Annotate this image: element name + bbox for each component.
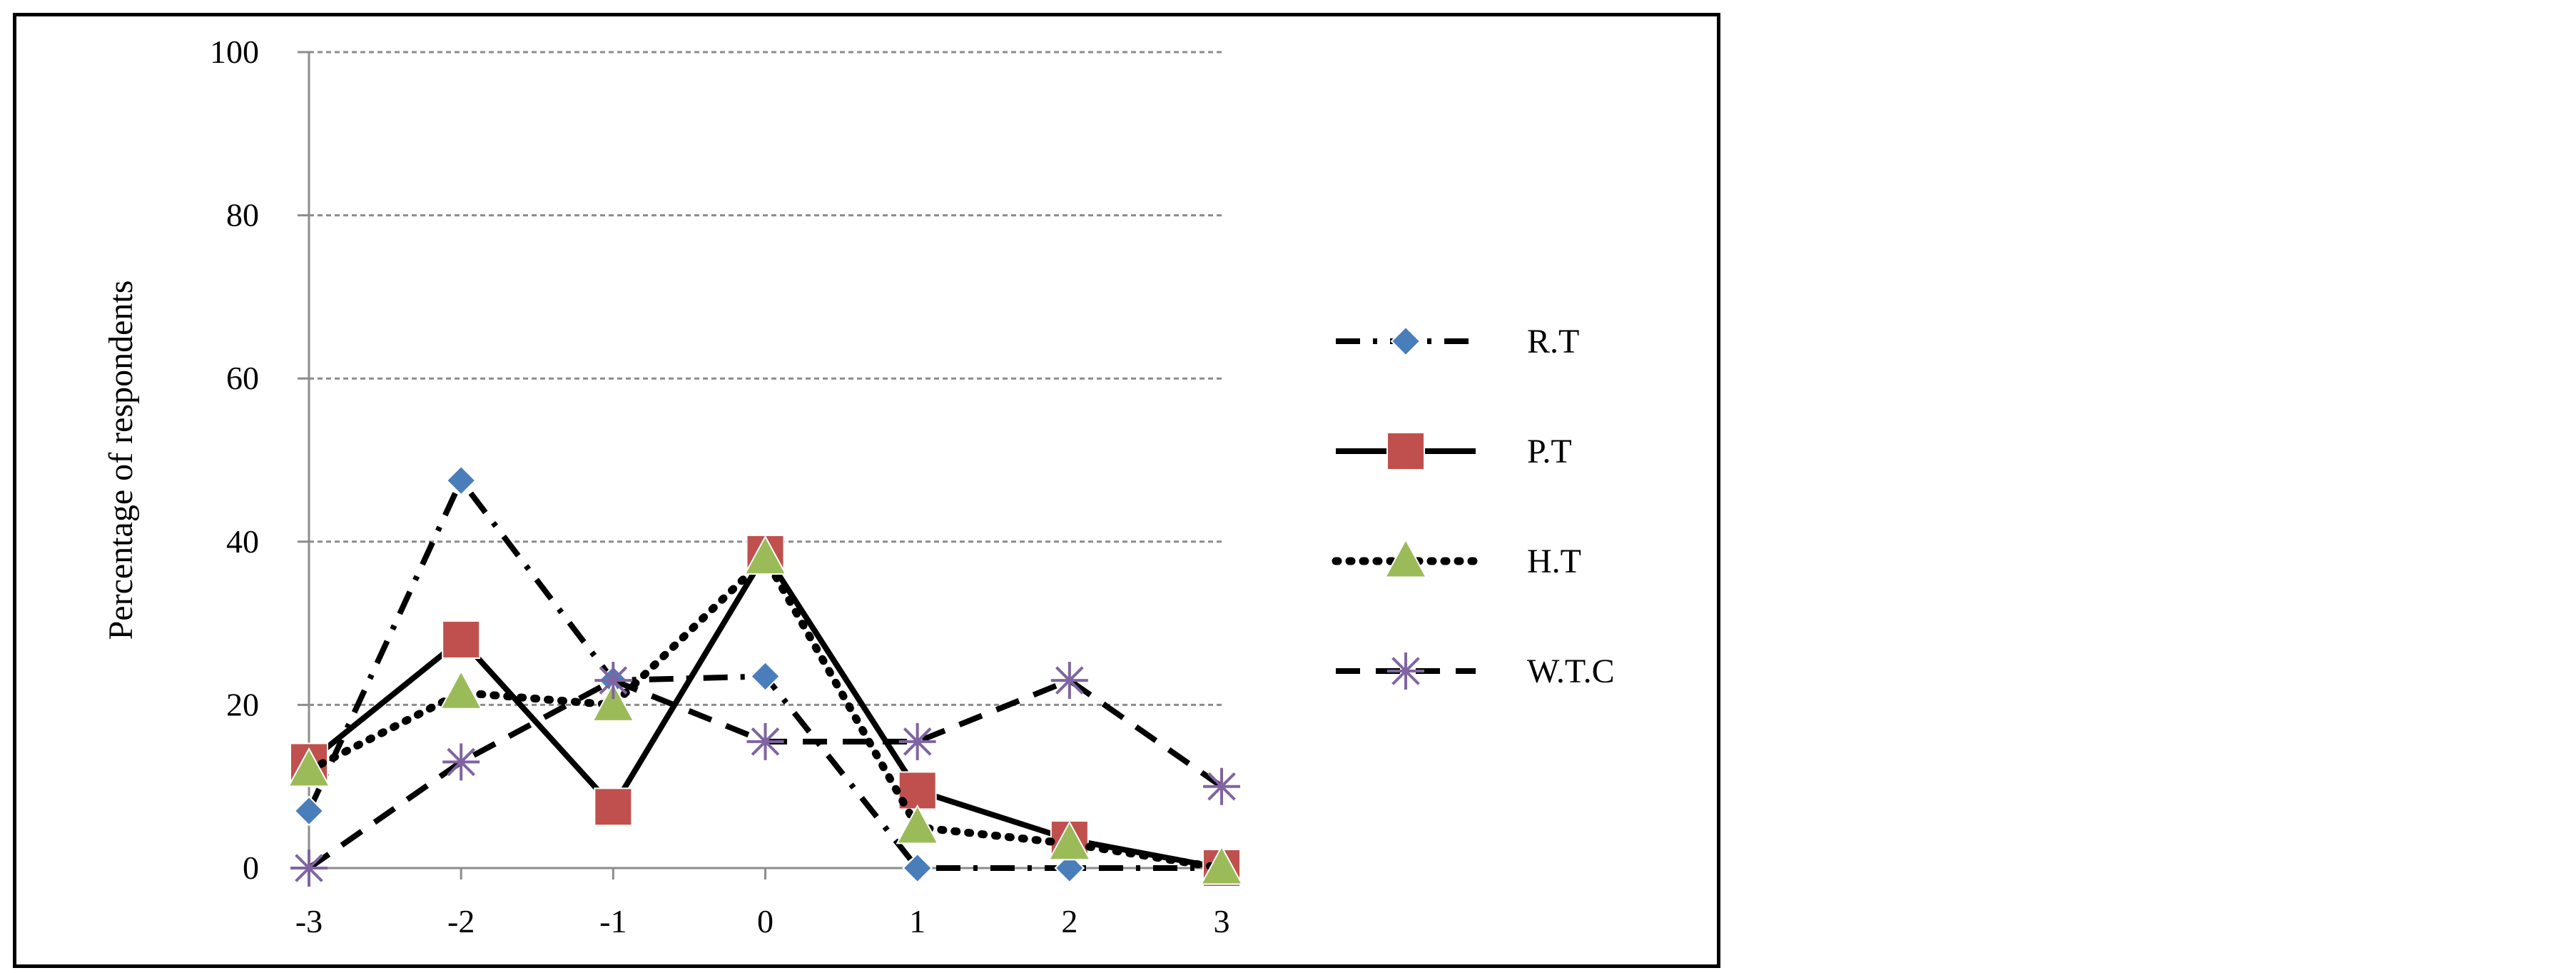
x-tick-label: 2 [1061,903,1077,939]
diamond-marker [445,465,477,496]
x-tick-label: -1 [599,903,627,939]
star-marker [1203,767,1240,805]
star-stroke [903,727,932,756]
y-tick-label: 100 [210,34,259,70]
legend-item: W.T.C [1336,652,1615,690]
star-stroke [1055,666,1084,695]
gridlines [309,51,1222,706]
star-stroke [1391,657,1420,685]
y-tick-label: 60 [226,360,259,396]
legend-label: R.T [1527,323,1579,361]
legend-item: R.T [1336,323,1579,361]
y-axis-title: Percentage of respondents [102,281,140,640]
diamond-marker [1054,852,1085,884]
series-h-t [287,535,1244,885]
diamond-marker [902,852,933,884]
square-marker [594,787,633,827]
diamond-marker [1390,326,1421,357]
triangle-marker [1384,538,1428,578]
star-marker [1387,652,1424,690]
legend-label: P.T [1527,433,1572,470]
y-tick-label: 40 [226,523,259,560]
y-tick-label: 0 [243,850,259,886]
star-marker [442,743,480,781]
triangle-marker [896,804,939,845]
legend-label: W.T.C [1527,652,1615,690]
legend-item: H.T [1332,538,1581,580]
x-tick-label: 3 [1214,903,1230,939]
legend: R.T P.T H.T W.T.C [1332,323,1615,690]
series [287,465,1244,887]
triangle-marker [1200,845,1244,885]
x-tick-label: -2 [447,903,475,939]
triangle-marker [592,682,635,722]
y-tick-label: 80 [226,197,259,233]
square-marker [1386,432,1425,470]
star-marker [290,850,328,887]
y-tick-labels: 0 20 40 60 80 100 [210,34,259,886]
triangle-marker [744,535,787,575]
star-marker [746,722,784,760]
triangle-marker [1048,820,1092,861]
series-r-t [293,465,1237,884]
star-stroke [447,747,475,777]
star-marker [898,722,936,760]
x-tick-label: -3 [295,903,323,939]
star-stroke [295,854,323,882]
series-w-t-c [290,662,1240,887]
legend-label: H.T [1527,543,1581,580]
star-stroke [599,666,628,695]
diamond-marker [293,795,325,827]
star-stroke [751,727,780,756]
y-tick-label: 20 [226,686,259,722]
triangle-marker [287,747,331,787]
star-marker [594,662,632,700]
triangle-marker [439,670,483,710]
legend-item: P.T [1336,432,1572,470]
star-stroke [1207,772,1236,801]
x-tick-labels: -3 -2 -1 0 1 2 3 [295,903,1230,939]
square-marker [442,620,481,659]
star-marker [1050,662,1088,700]
x-tick-label: 1 [909,903,926,939]
diamond-marker [750,660,781,692]
x-tick-label: 0 [757,903,774,939]
axes [298,51,1223,879]
